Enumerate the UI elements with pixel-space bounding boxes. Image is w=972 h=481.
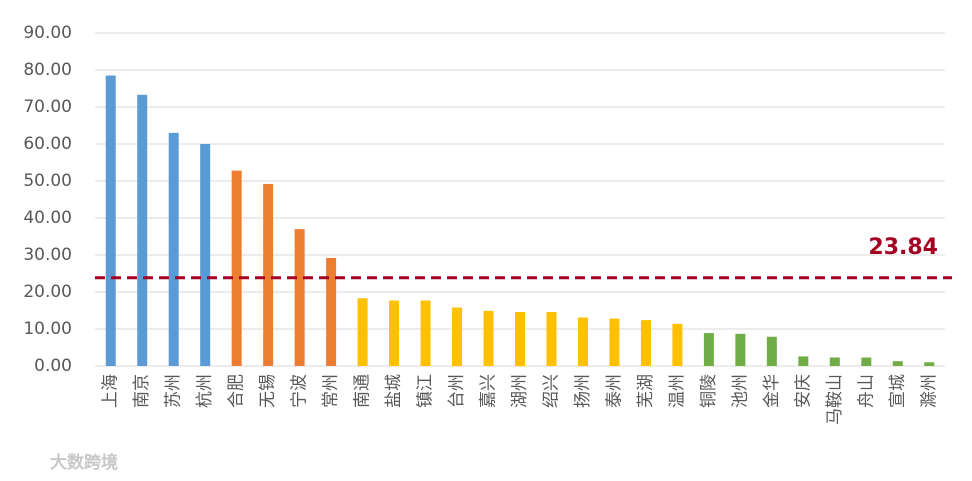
bar xyxy=(861,357,872,366)
x-tick-label: 南京 xyxy=(132,374,152,408)
x-tick-label: 南通 xyxy=(353,374,373,408)
bar xyxy=(168,132,179,366)
bar xyxy=(766,336,777,366)
x-tick-label: 绍兴 xyxy=(541,374,561,408)
x-tick-label: 舟山 xyxy=(856,374,876,408)
x-tick-label: 宣城 xyxy=(888,374,908,408)
bar xyxy=(892,361,903,366)
bar xyxy=(515,311,525,366)
bar xyxy=(640,320,651,366)
x-tick-label: 苏州 xyxy=(164,374,184,408)
x-tick-label: 金华 xyxy=(762,374,782,408)
x-tick-label: 滁州 xyxy=(919,374,939,408)
x-tick-label: 湖州 xyxy=(510,374,530,408)
x-tick-label: 无锡 xyxy=(258,374,278,408)
y-tick-label: 20.00 xyxy=(23,282,72,302)
y-tick-label: 80.00 xyxy=(23,60,72,80)
x-tick-label: 上海 xyxy=(101,374,121,408)
bar xyxy=(357,298,368,366)
y-tick-label: 30.00 xyxy=(23,245,72,265)
y-tick-label: 0.00 xyxy=(34,356,72,376)
x-tick-label: 芜湖 xyxy=(636,374,656,408)
bar xyxy=(452,307,463,366)
bar xyxy=(703,333,714,366)
x-tick-label: 池州 xyxy=(730,374,750,408)
bar xyxy=(798,356,809,366)
x-tick-label: 镇江 xyxy=(416,374,436,408)
x-tick-label: 宁波 xyxy=(290,374,310,408)
y-tick-label: 50.00 xyxy=(23,171,72,191)
bar xyxy=(389,300,400,366)
x-tick-label: 台州 xyxy=(447,374,467,408)
bar xyxy=(263,183,274,366)
bar xyxy=(924,362,935,366)
bar xyxy=(420,300,431,366)
x-tick-label: 常州 xyxy=(321,374,341,408)
y-tick-label: 10.00 xyxy=(23,319,72,339)
bar xyxy=(829,357,840,366)
y-tick-label: 70.00 xyxy=(23,97,72,117)
bar xyxy=(200,144,211,366)
y-tick-label: 40.00 xyxy=(23,208,72,228)
x-tick-label: 合肥 xyxy=(227,374,247,408)
reference-label: 23.84 xyxy=(868,235,938,260)
x-tick-label: 温州 xyxy=(667,374,687,408)
x-tick-label: 铜陵 xyxy=(699,374,719,408)
x-tick-label: 泰州 xyxy=(604,374,624,408)
bar xyxy=(609,318,620,366)
x-tick-label: 嘉兴 xyxy=(479,374,499,408)
bar xyxy=(137,94,148,366)
bar xyxy=(231,170,242,366)
bar xyxy=(577,317,588,366)
bar xyxy=(735,333,746,366)
y-tick-label: 90.00 xyxy=(23,23,72,43)
x-tick-label: 扬州 xyxy=(573,374,593,408)
bar xyxy=(105,75,116,367)
bar xyxy=(294,229,305,366)
bar xyxy=(672,323,683,366)
x-tick-label: 马鞍山 xyxy=(825,374,845,425)
x-tick-label: 杭州 xyxy=(195,374,215,408)
bar xyxy=(326,257,337,366)
bar xyxy=(483,310,494,366)
y-tick-label: 60.00 xyxy=(23,134,72,154)
x-tick-label: 安庆 xyxy=(793,374,813,408)
watermark: 大数跨境 xyxy=(50,452,118,473)
bar xyxy=(546,311,557,366)
x-tick-label: 盐城 xyxy=(384,374,404,408)
